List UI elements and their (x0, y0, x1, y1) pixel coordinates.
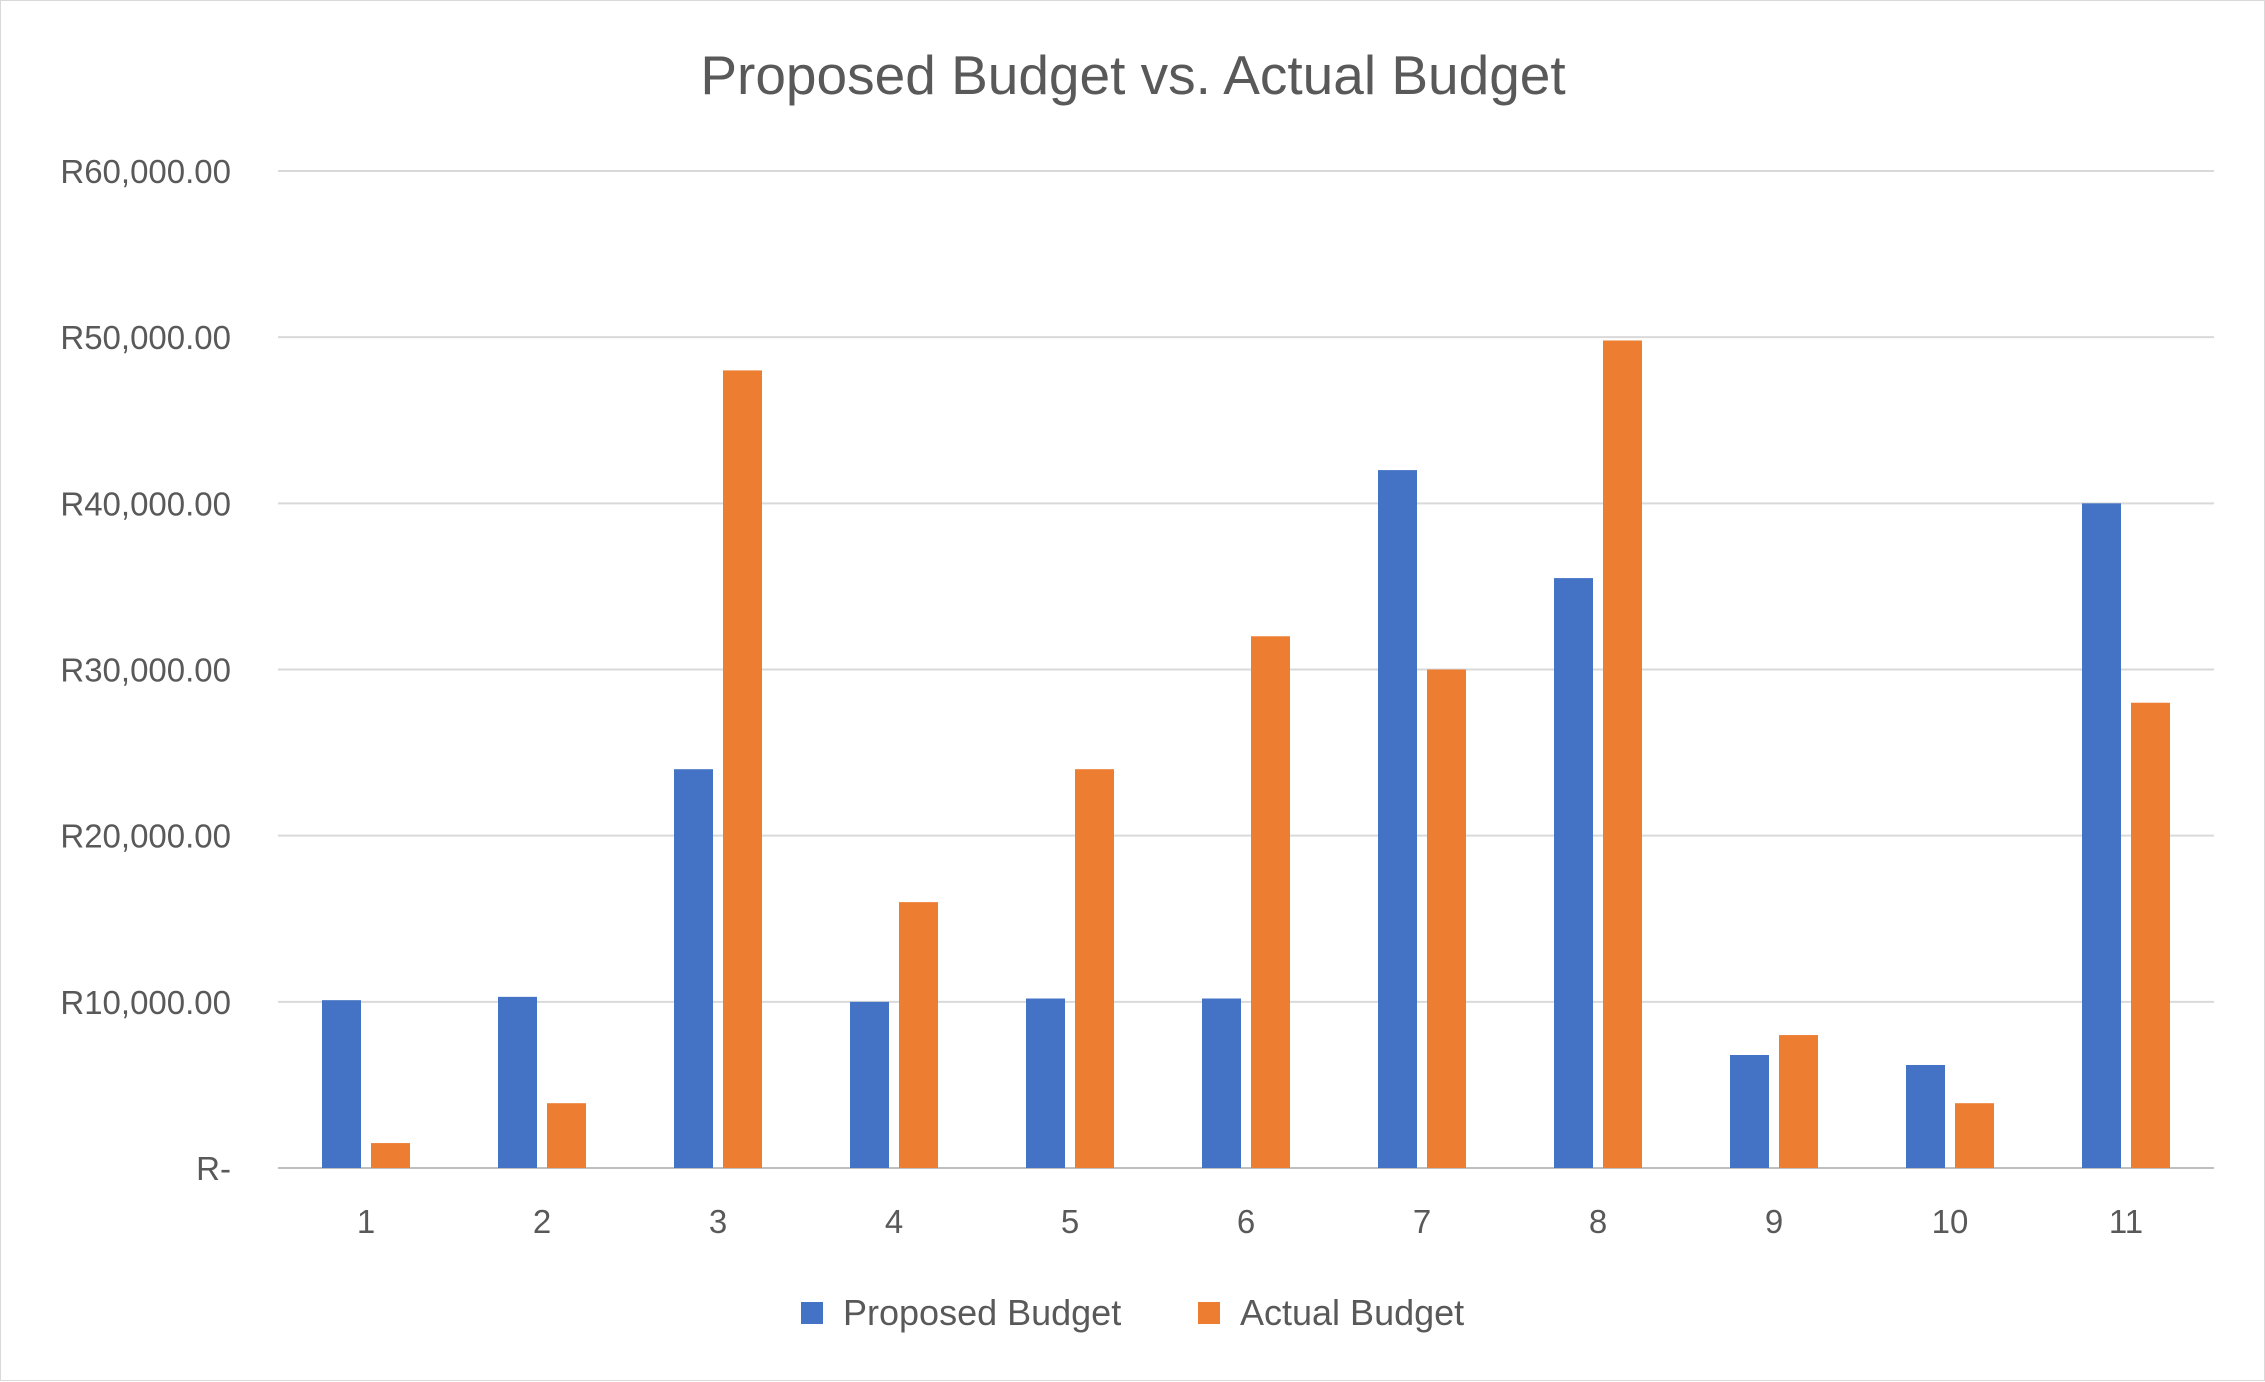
bar-actual-3 (723, 370, 762, 1168)
bar-actual-4 (899, 902, 938, 1168)
bar-proposed-9 (1730, 1055, 1769, 1168)
y-tick-label: R10,000.00 (60, 984, 231, 1021)
bar-proposed-1 (322, 1000, 361, 1168)
bar-proposed-5 (1026, 998, 1065, 1168)
bar-proposed-4 (850, 1001, 889, 1168)
legend-swatch-actual (1198, 1302, 1220, 1324)
x-tick-label: 11 (2109, 1203, 2143, 1240)
legend-label-proposed: Proposed Budget (843, 1292, 1121, 1333)
bar-actual-1 (371, 1143, 410, 1168)
bar-actual-5 (1075, 769, 1114, 1168)
legend-swatch-proposed (801, 1302, 823, 1324)
bar-actual-7 (1427, 669, 1466, 1168)
y-tick-label: R40,000.00 (60, 485, 231, 522)
bar-actual-11 (2131, 702, 2170, 1168)
bar-proposed-8 (1554, 578, 1593, 1168)
bar-actual-9 (1779, 1035, 1818, 1168)
chart-title: Proposed Budget vs. Actual Budget (700, 44, 1565, 106)
bar-proposed-6 (1202, 998, 1241, 1168)
bar-actual-10 (1955, 1103, 1994, 1168)
bars (322, 340, 2170, 1169)
x-tick-label: 5 (1061, 1203, 1079, 1240)
bar-actual-6 (1251, 636, 1290, 1168)
bar-proposed-10 (1906, 1064, 1945, 1168)
x-tick-label: 9 (1765, 1203, 1783, 1240)
y-tick-label: R60,000.00 (60, 153, 231, 190)
y-tick-label: R- (196, 1150, 231, 1187)
x-tick-label: 6 (1237, 1203, 1255, 1240)
y-axis-tick-labels: R- R10,000.00 R20,000.00 R30,000.00 R40,000.… (60, 153, 231, 1187)
bar-actual-8 (1603, 340, 1642, 1168)
x-tick-label: 1 (357, 1203, 375, 1240)
x-tick-label: 8 (1589, 1203, 1607, 1240)
x-tick-label: 2 (533, 1203, 551, 1240)
bar-proposed-3 (674, 769, 713, 1168)
x-tick-label: 7 (1413, 1203, 1431, 1240)
x-tick-label: 10 (1932, 1203, 1969, 1240)
bar-proposed-7 (1378, 470, 1417, 1169)
x-axis-tick-labels: 1 2 3 4 5 6 7 8 9 10 11 (357, 1203, 2143, 1240)
y-tick-label: R50,000.00 (60, 319, 231, 356)
legend-label-actual: Actual Budget (1240, 1292, 1464, 1333)
bar-actual-2 (547, 1103, 586, 1168)
x-tick-label: 4 (885, 1203, 903, 1240)
legend: Proposed Budget Actual Budget (801, 1292, 1464, 1333)
bar-proposed-2 (498, 996, 537, 1168)
y-tick-label: R30,000.00 (60, 652, 231, 689)
x-tick-label: 3 (709, 1203, 727, 1240)
y-tick-label: R20,000.00 (60, 818, 231, 855)
bar-proposed-11 (2082, 503, 2121, 1168)
gridlines (278, 170, 2214, 1169)
